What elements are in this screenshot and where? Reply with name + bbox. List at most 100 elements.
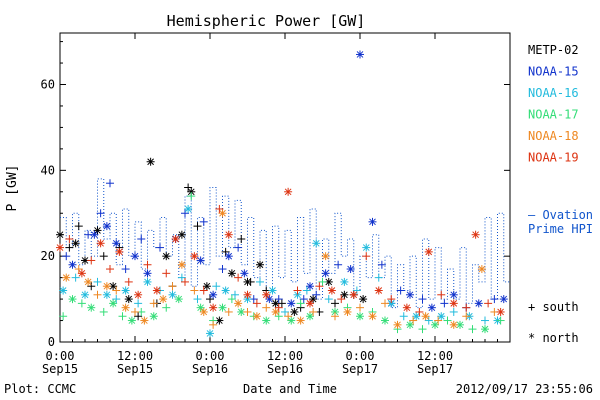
north-point [84,277,93,286]
mark-stroke [109,282,117,290]
south-point [324,295,333,304]
north-point [340,277,349,286]
north-point [421,312,430,321]
mark-stroke [184,205,192,213]
north-point [190,252,199,261]
mark-stroke [344,308,351,316]
mark-stroke [172,235,179,243]
north-point [171,235,180,243]
north-point [62,273,71,282]
legend-entry: NOAA-15 [528,65,579,79]
mark-stroke [431,321,439,329]
south-point [440,299,449,308]
north-point [174,295,183,304]
south-point [59,312,68,321]
north-point [71,239,80,248]
mark-stroke [141,317,148,324]
mark-stroke [456,321,464,329]
south-point [281,307,289,316]
mark-stroke [112,239,120,247]
north-point [349,290,358,299]
mark-stroke [475,300,483,307]
south-point [334,260,343,269]
mark-stroke [350,291,358,299]
north-point [368,312,377,321]
mark-stroke [450,291,458,299]
north-point [252,312,261,321]
north-point [284,187,293,196]
north-point [59,286,68,295]
north-point [96,239,105,248]
south-point [96,209,105,218]
mark-stroke [78,269,86,277]
north-point [406,290,414,299]
mark-stroke [269,287,276,294]
south-point [243,307,252,316]
north-point [346,265,355,274]
south-point [231,290,239,299]
south-point [418,295,427,304]
south-point [277,299,286,308]
mark-stroke [472,231,479,239]
mark-stroke [297,317,304,324]
south-point [481,316,489,325]
north-point [340,290,349,299]
mark-stroke [125,295,133,303]
south-point [134,312,143,321]
legend-entry: NOAA-17 [528,108,579,122]
north-point [477,265,486,274]
north-point [162,252,171,261]
mark-stroke [362,244,370,251]
south-point [118,312,127,321]
south-point [484,299,493,308]
mark-stroke [244,291,251,299]
mark-stroke [128,317,136,324]
mark-stroke [306,282,314,290]
north-point [115,247,124,256]
south-point [206,295,214,304]
north-point [131,252,139,261]
legend-south-marker: + south [528,300,579,314]
north-point [90,230,99,239]
mark-stroke [287,300,295,307]
south-point [149,299,158,308]
timestamp: 2012/09/17 23:55:06 [456,382,593,396]
south-point [462,303,471,312]
x-tick-time: 12:00 [117,349,153,363]
north-point [68,295,77,304]
mark-stroke [206,330,214,337]
mark-stroke [406,321,414,329]
mark-stroke [228,269,236,277]
data-points [56,50,508,338]
mark-stroke [347,265,354,273]
south-point [177,273,186,282]
mark-stroke [450,300,458,307]
mark-stroke [341,291,348,299]
south-point [193,295,202,304]
north-point [496,307,505,316]
mark-stroke [341,278,348,286]
mark-stroke [109,300,117,307]
south-point [121,265,130,274]
north-point [102,282,111,291]
south-point [99,252,108,261]
north-point [109,282,118,291]
north-point [271,307,280,316]
north-point [56,230,64,239]
mark-stroke [481,325,489,333]
mark-stroke [412,312,420,320]
y-tick-label: 20 [41,249,55,263]
mark-stroke [219,209,226,217]
north-point [296,316,305,325]
south-point [199,217,208,226]
south-point [434,316,443,325]
south-point [134,299,143,308]
north-point [209,290,218,299]
south-point [490,295,499,304]
north-point [87,303,96,312]
north-point [393,320,402,329]
mark-stroke [272,308,279,316]
south-point [362,252,371,261]
chart-title: Hemispheric Power [GW] [167,12,366,30]
north-point [227,269,236,278]
